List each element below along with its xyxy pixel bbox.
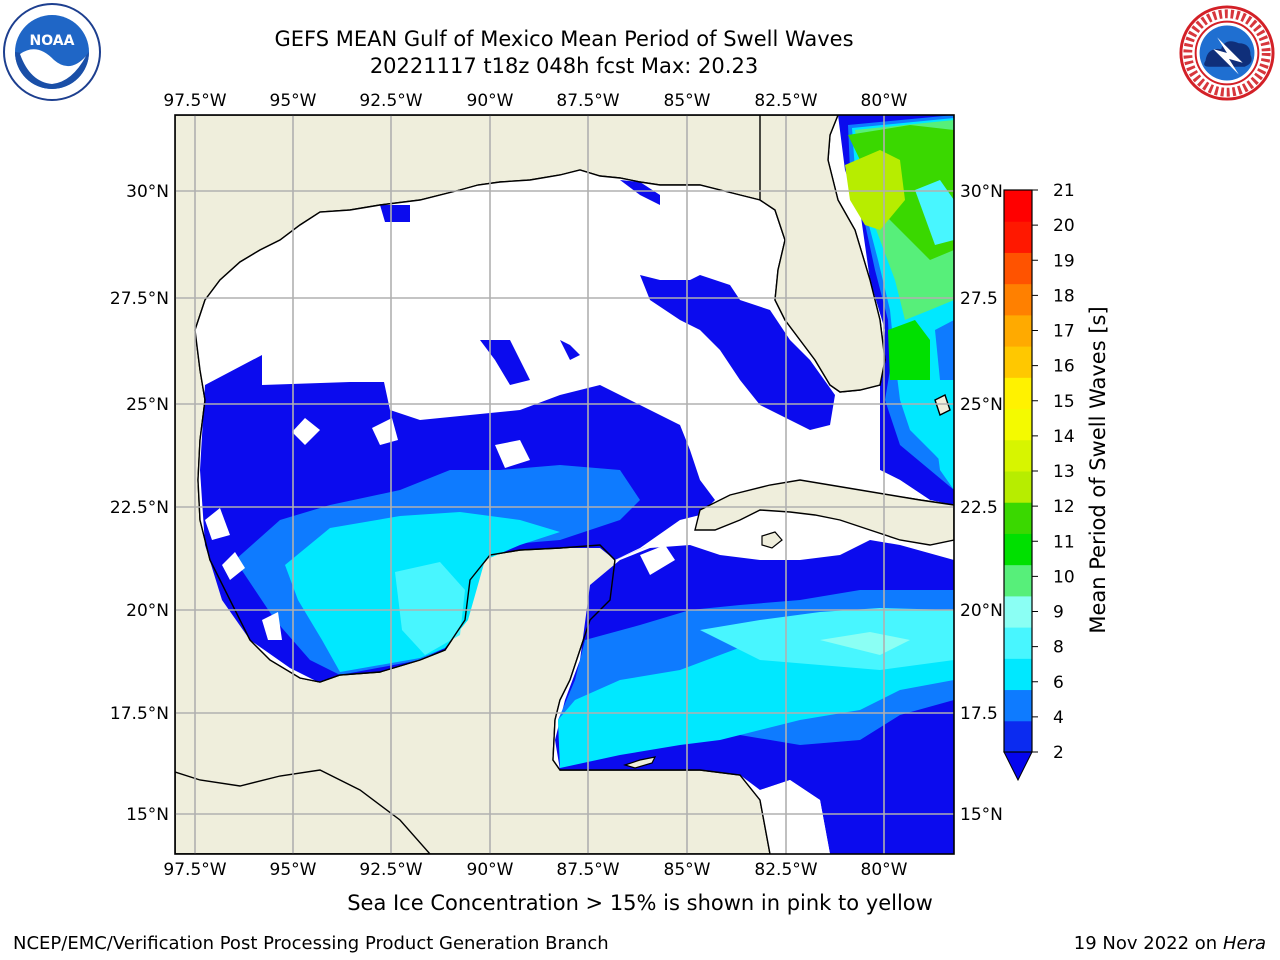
lon-label: 92.5°W	[359, 91, 422, 111]
lon-label: 82.5°W	[754, 860, 817, 880]
colorbar-tick-label: 6	[1053, 673, 1064, 693]
chart-subtitle: 20221117 t18z 048h fcst Max: 20.23	[369, 54, 759, 78]
colorbar-tick-label: 13	[1053, 462, 1075, 482]
lat-labels-right: 30°N 27.5 25°N 22.5 20°N 17.5 15°N	[960, 182, 1003, 825]
colorbar-tick-label: 10	[1053, 567, 1075, 587]
lat-label: 25°N	[126, 395, 169, 415]
florida	[759, 115, 886, 393]
colorbar-segment	[1004, 689, 1032, 722]
colorbar-tick-label: 17	[1053, 322, 1075, 342]
colorbar-tick-label: 11	[1053, 532, 1075, 552]
lon-label: 80°W	[861, 91, 908, 111]
colorbar-segment	[1004, 314, 1032, 347]
lon-label: 97.5°W	[163, 860, 226, 880]
colorbar-tick-label: 14	[1053, 427, 1075, 447]
lat-label: 15°N	[126, 805, 169, 825]
colorbar-segment	[1004, 595, 1032, 628]
lat-label: 30°N	[126, 182, 169, 202]
colorbar-segment	[1004, 190, 1032, 222]
lon-label: 85°W	[664, 91, 711, 111]
lat-label: 20°N	[126, 601, 169, 621]
map-frame	[174, 114, 955, 855]
colorbar-segment	[1004, 533, 1032, 566]
lat-label: 22.5°N	[110, 498, 169, 518]
colorbar-segment	[1004, 720, 1032, 753]
lat-label: 25°N	[960, 395, 1003, 415]
machine-name: Hera	[1222, 933, 1266, 954]
colorbar-segment	[1004, 439, 1032, 472]
colorbar-tick-label: 19	[1053, 251, 1075, 271]
lon-labels-top: 97.5°W 95°W 92.5°W 90°W 87.5°W 85°W 82.5…	[163, 91, 907, 111]
lon-label: 92.5°W	[359, 860, 422, 880]
colorbar-segment	[1004, 252, 1032, 285]
noaa-logo-icon: NOAA	[3, 3, 101, 101]
lat-label: 15°N	[960, 805, 1003, 825]
lat-label: 22.5	[960, 498, 998, 518]
colorbar-segment	[1004, 283, 1032, 316]
colorbar-segment	[1004, 377, 1032, 410]
caribbean-basin	[552, 479, 954, 854]
lon-labels-bottom: 97.5°W 95°W 92.5°W 90°W 87.5°W 85°W 82.5…	[163, 860, 907, 880]
chart-title: GEFS MEAN Gulf of Mexico Mean Period of …	[274, 27, 854, 51]
lon-label: 85°W	[664, 860, 711, 880]
colorbar-tick-label: 18	[1053, 286, 1075, 306]
lon-label: 80°W	[861, 860, 908, 880]
lat-label: 17.5	[960, 704, 998, 724]
lon-label: 87.5°W	[556, 91, 619, 111]
lon-label: 90°W	[467, 860, 514, 880]
colorbar-tick-label: 9	[1053, 603, 1064, 623]
colorbar-tick-label: 2	[1053, 743, 1064, 763]
nws-logo-icon	[1179, 5, 1275, 101]
colorbar-segment	[1004, 346, 1032, 378]
lat-label: 27.5°N	[110, 289, 169, 309]
colorbar-segment	[1004, 502, 1032, 534]
colorbar-tick-label: 8	[1053, 638, 1064, 658]
noaa-logo-text: NOAA	[30, 33, 75, 49]
colorbar-tick-label: 21	[1053, 181, 1075, 201]
lon-label: 95°W	[270, 91, 317, 111]
colorbar-tick-label: 16	[1053, 357, 1075, 377]
colorbar-segment	[1004, 564, 1032, 597]
swell-field-atlantic	[838, 115, 954, 505]
lon-label: 87.5°W	[556, 860, 619, 880]
lon-label: 90°W	[467, 91, 514, 111]
lat-label: 17.5°N	[110, 704, 169, 724]
colorbar: 2 4 6 8 9 10 11 12 13 14 15 16 17 18 19 20 21	[1003, 181, 1075, 782]
lon-label: 95°W	[270, 860, 317, 880]
map-area	[175, 115, 954, 854]
lat-label: 30°N	[960, 182, 1003, 202]
colorbar-segment	[1004, 658, 1032, 691]
colorbar-label: Mean Period of Swell Waves [s]	[1086, 306, 1110, 633]
sea-ice-note: Sea Ice Concentration > 15% is shown in …	[347, 891, 933, 915]
lon-label: 97.5°W	[163, 91, 226, 111]
run-date-text: 19 Nov 2022 on	[1073, 933, 1218, 954]
lon-label: 82.5°W	[754, 91, 817, 111]
colorbar-tick-label: 4	[1053, 708, 1064, 728]
colorbar-tick-label: 15	[1053, 392, 1075, 412]
lat-label: 20°N	[960, 601, 1003, 621]
lat-label: 27.5	[960, 289, 998, 309]
colorbar-tick-label: 20	[1053, 216, 1075, 236]
lat-labels-left: 30°N 27.5°N 25°N 22.5°N 20°N 17.5°N 15°N	[110, 182, 169, 825]
colorbar-tick-label: 12	[1053, 497, 1075, 517]
graticule	[175, 115, 954, 854]
credit-text: NCEP/EMC/Verification Post Processing Pr…	[13, 933, 609, 954]
colorbar-segment	[1004, 627, 1032, 659]
run-date: 19 Nov 2022 on Hera	[1074, 933, 1266, 954]
colorbar-segment	[1004, 471, 1032, 503]
colorbar-extend-arrow	[1003, 751, 1033, 782]
colorbar-segment	[1004, 221, 1032, 253]
colorbar-segment	[1004, 408, 1032, 441]
